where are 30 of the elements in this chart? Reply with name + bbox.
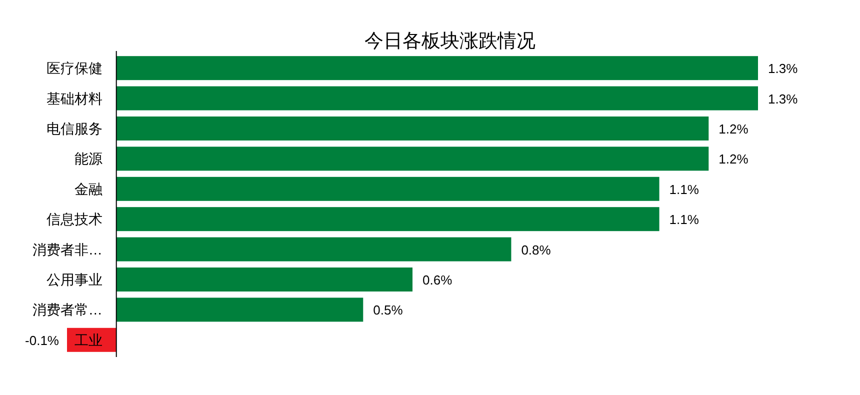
y-tick-label: 消费者常…: [32, 302, 102, 318]
bar: [116, 56, 758, 80]
chart-title: 今日各板块涨跌情况: [364, 31, 536, 52]
data-label: 1.2%: [718, 122, 749, 136]
data-label: 1.3%: [768, 91, 798, 106]
data-label: -0.1%: [25, 332, 60, 348]
bar: [116, 268, 412, 292]
data-label: 0.8%: [521, 242, 552, 258]
data-label: 0.5%: [373, 302, 404, 318]
bar: [116, 146, 709, 171]
y-tick-label: 基础材料: [46, 90, 102, 106]
y-tick-label: 工业: [74, 332, 102, 348]
data-label: 0.6%: [422, 272, 453, 288]
y-tick-label: 能源: [74, 150, 102, 167]
y-tick-label: 金融: [74, 180, 102, 197]
bar: [116, 298, 364, 322]
bar: [116, 207, 660, 232]
bar: [116, 176, 660, 201]
bar: [116, 237, 512, 262]
data-label: 1.1%: [669, 182, 700, 197]
y-tick-label: 医疗保健: [46, 60, 102, 76]
data-label: 1.3%: [768, 61, 798, 76]
bar: [116, 116, 709, 140]
y-tick-label: 电信服务: [46, 120, 102, 136]
data-label: 1.2%: [718, 152, 749, 167]
data-label: 1.1%: [669, 212, 700, 228]
bar: [116, 86, 758, 110]
y-tick-label: 信息技术: [46, 211, 102, 228]
y-tick-label: 公用事业: [46, 272, 102, 288]
y-tick-label: 消费者非…: [32, 241, 102, 258]
